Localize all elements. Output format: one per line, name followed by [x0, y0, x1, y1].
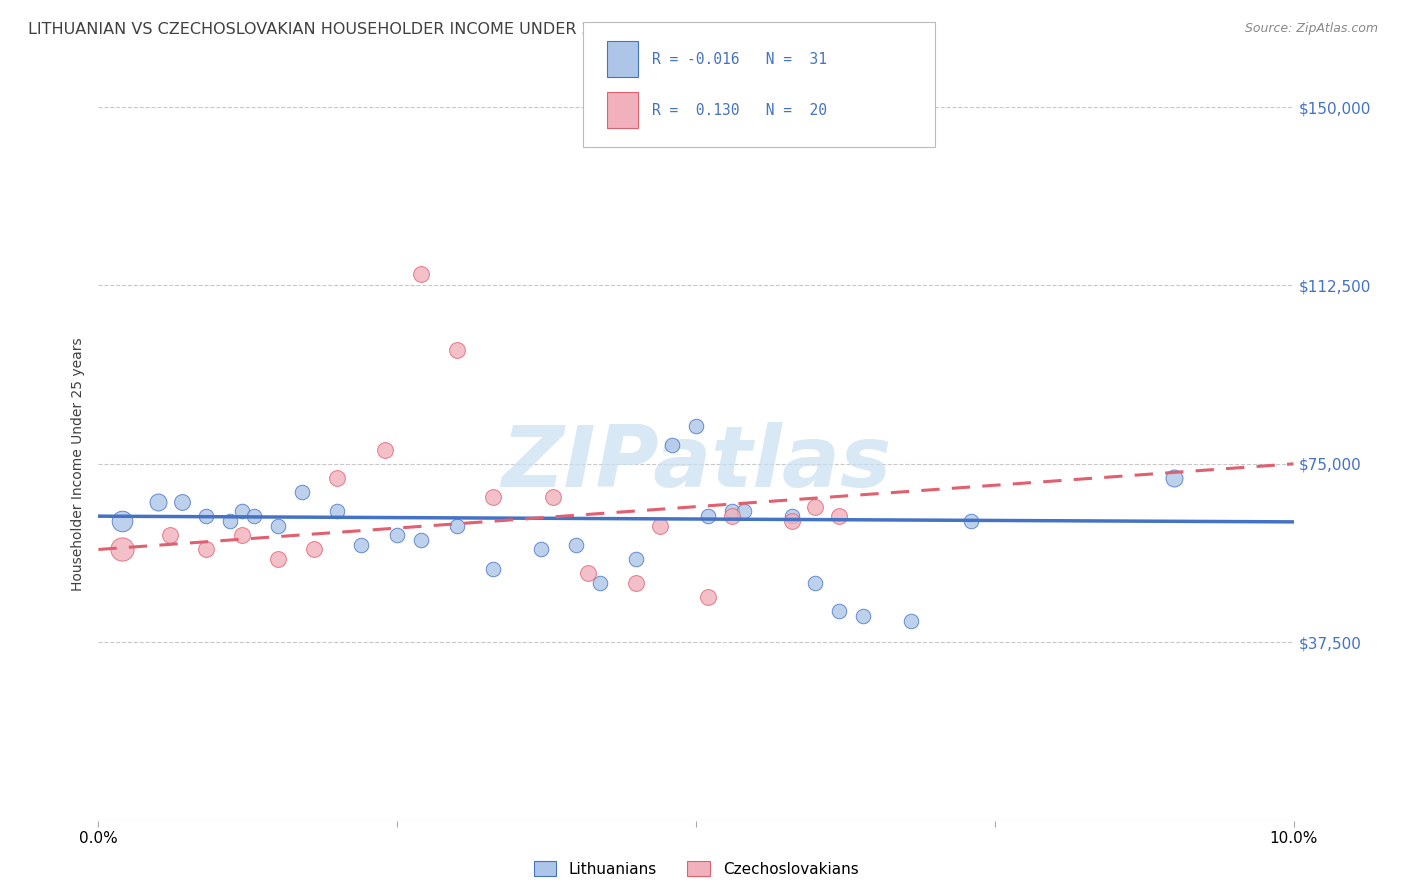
Point [529, 542, 551, 557]
Point [626, 552, 648, 566]
Point [481, 561, 505, 575]
Point [411, 267, 433, 281]
Point [326, 471, 349, 485]
Point [267, 518, 290, 533]
Y-axis label: Householder Income Under 25 years: Householder Income Under 25 years [72, 337, 86, 591]
Point [685, 418, 707, 433]
Point [446, 518, 468, 533]
Point [195, 542, 218, 557]
Point [780, 509, 803, 524]
Point [111, 542, 134, 557]
Legend: Lithuanians, Czechoslovakians: Lithuanians, Czechoslovakians [526, 853, 866, 884]
Point [565, 538, 588, 552]
Point [661, 438, 683, 452]
Point [302, 542, 325, 557]
Point [589, 575, 612, 590]
Point [243, 509, 266, 524]
Point [721, 504, 744, 518]
Point [804, 500, 827, 514]
Point [172, 495, 194, 509]
Point [267, 552, 290, 566]
Text: R =  0.130   N =  20: R = 0.130 N = 20 [652, 103, 827, 118]
Point [446, 343, 468, 357]
Text: LITHUANIAN VS CZECHOSLOVAKIAN HOUSEHOLDER INCOME UNDER 25 YEARS CORRELATION CHAR: LITHUANIAN VS CZECHOSLOVAKIAN HOUSEHOLDE… [28, 22, 838, 37]
Point [148, 495, 170, 509]
Point [578, 566, 600, 581]
Point [1163, 471, 1185, 485]
Point [541, 490, 564, 504]
Point [804, 575, 827, 590]
Point [231, 528, 253, 542]
Point [111, 514, 134, 528]
Point [650, 518, 672, 533]
Point [852, 609, 875, 624]
Text: ZIPatlas: ZIPatlas [501, 422, 891, 506]
Point [195, 509, 218, 524]
Point [291, 485, 314, 500]
Point [780, 514, 803, 528]
Text: Source: ZipAtlas.com: Source: ZipAtlas.com [1244, 22, 1378, 36]
Point [159, 528, 181, 542]
Point [231, 504, 253, 518]
Point [326, 504, 349, 518]
Point [733, 504, 755, 518]
Point [626, 575, 648, 590]
Text: R = -0.016   N =  31: R = -0.016 N = 31 [652, 52, 827, 67]
Point [828, 604, 851, 618]
Point [828, 509, 851, 524]
Point [900, 614, 922, 628]
Point [350, 538, 373, 552]
Point [960, 514, 983, 528]
Point [385, 528, 409, 542]
Point [697, 509, 720, 524]
Point [374, 442, 396, 457]
Point [481, 490, 505, 504]
Point [219, 514, 242, 528]
Point [697, 590, 720, 604]
Point [411, 533, 433, 547]
Point [721, 509, 744, 524]
